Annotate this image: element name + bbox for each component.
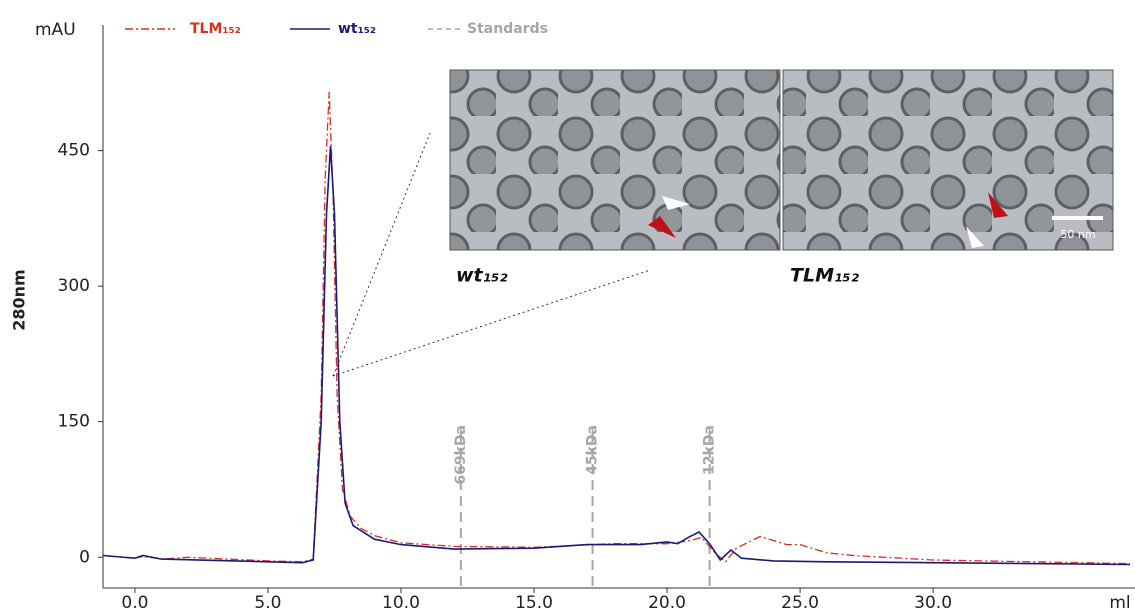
standard-label: 45kDa: [585, 425, 601, 475]
y-tick-label: 0: [79, 547, 90, 567]
inset-label: wt₁₅₂: [456, 265, 508, 287]
arrowhead: [662, 196, 690, 210]
micrograph: [449, 69, 781, 251]
series-line: [102, 91, 1131, 565]
standard-label: 12kDa: [702, 425, 718, 475]
micrograph-insets: 50 nm wt₁₅₂ TLM₁₅₂: [332, 69, 1114, 377]
legend-label: TLM₁₅₂: [190, 21, 241, 37]
x-tick-label: 10.0: [382, 593, 420, 612]
arrowhead: [988, 192, 1008, 218]
series-line: [102, 146, 1131, 566]
y-tick-label: 450: [58, 141, 90, 161]
standard-label: 669kDa: [453, 425, 469, 485]
y-tick-label: 300: [58, 276, 90, 296]
x-tick-label: 0.0: [121, 593, 148, 612]
y-tick-label: 150: [58, 412, 90, 432]
legend-label: wt₁₅₂: [338, 21, 376, 37]
x-tick-label: 25.0: [781, 593, 819, 612]
legend-label: Standards: [467, 21, 548, 37]
x-tick-label: 15.0: [515, 593, 553, 612]
y-unit: mAU: [35, 20, 76, 40]
arrowhead: [648, 216, 676, 238]
x-tick-label: 20.0: [648, 593, 686, 612]
x-axis-label: ml: [1109, 593, 1130, 612]
arrowhead: [966, 226, 984, 248]
x-tick-label: 30.0: [914, 593, 952, 612]
scale-bar-label: 50 nm: [1060, 228, 1095, 241]
zoom-line: [332, 132, 431, 377]
zoom-line: [332, 269, 651, 377]
inset-label: TLM₁₅₂: [790, 265, 860, 287]
x-tick-label: 5.0: [254, 593, 281, 612]
micrograph: [782, 69, 1114, 251]
y-axis-label: 280nm: [10, 269, 29, 330]
